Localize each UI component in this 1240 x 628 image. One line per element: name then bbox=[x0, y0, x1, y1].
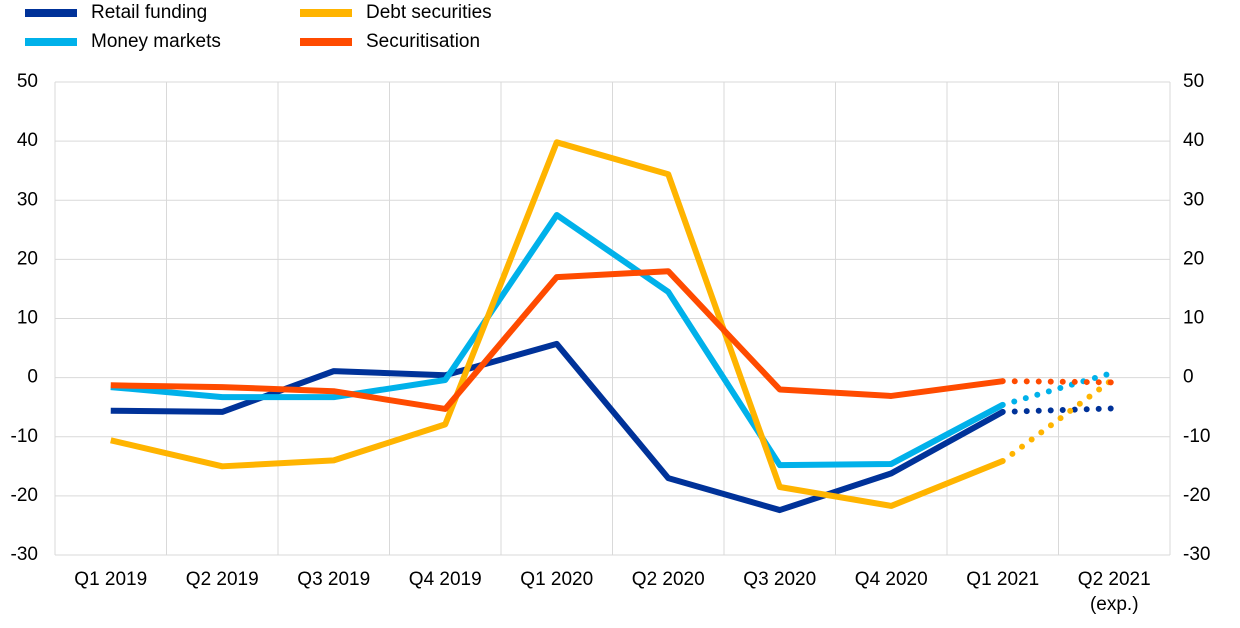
y-tick-label: -30 bbox=[11, 544, 38, 565]
y-tick-label: 0 bbox=[27, 367, 38, 388]
x-tick-label: Q4 2020 bbox=[855, 569, 928, 590]
series-line bbox=[110, 340, 1005, 514]
legend-label: Money markets bbox=[91, 31, 221, 52]
y2-tick-label: -20 bbox=[1183, 485, 1210, 506]
x-tick-label: Q4 2019 bbox=[409, 569, 482, 590]
y-tick-label: 20 bbox=[17, 248, 38, 269]
y-tick-label: 50 bbox=[17, 71, 38, 92]
legend-swatch bbox=[25, 9, 77, 17]
y2-tick-label: 40 bbox=[1183, 130, 1204, 151]
y2-tick-label: 30 bbox=[1183, 189, 1204, 210]
series-line bbox=[110, 268, 1004, 412]
y2-tick-label: 20 bbox=[1183, 248, 1204, 269]
y-tick-label: 40 bbox=[17, 130, 38, 151]
y2-tick-label: 50 bbox=[1183, 71, 1204, 92]
x-tick-label: Q3 2019 bbox=[297, 569, 370, 590]
y-tick-label: 30 bbox=[17, 189, 38, 210]
y-tick-label: 10 bbox=[17, 308, 38, 329]
series-line-expected bbox=[999, 375, 1118, 464]
legend-label: Securitisation bbox=[366, 31, 480, 52]
series-line bbox=[110, 212, 1005, 469]
y-tick-label: -20 bbox=[11, 485, 38, 506]
x-note: (exp.) bbox=[1090, 594, 1139, 615]
legend-swatch bbox=[25, 38, 77, 46]
series-line-expected bbox=[999, 369, 1118, 408]
legend-label: Retail funding bbox=[91, 2, 207, 23]
x-tick-label: Q2 2019 bbox=[186, 569, 259, 590]
y2-tick-label: 10 bbox=[1183, 308, 1204, 329]
legend-swatch bbox=[300, 38, 352, 46]
y2-tick-label: -10 bbox=[1183, 426, 1210, 447]
x-tick-label: Q1 2021 bbox=[966, 569, 1039, 590]
y-tick-label: -10 bbox=[11, 426, 38, 447]
x-tick-label: Q1 2019 bbox=[74, 569, 147, 590]
series-line bbox=[110, 139, 1004, 509]
legend-label: Debt securities bbox=[366, 2, 492, 23]
x-tick-label: Q3 2020 bbox=[743, 569, 816, 590]
x-tick-label: Q2 2020 bbox=[632, 569, 705, 590]
legend-swatch bbox=[300, 9, 352, 17]
x-tick-label: Q2 2021 bbox=[1078, 569, 1151, 590]
x-tick-label: Q1 2020 bbox=[520, 569, 593, 590]
y2-tick-label: -30 bbox=[1183, 544, 1210, 565]
y2-tick-label: 0 bbox=[1183, 367, 1194, 388]
